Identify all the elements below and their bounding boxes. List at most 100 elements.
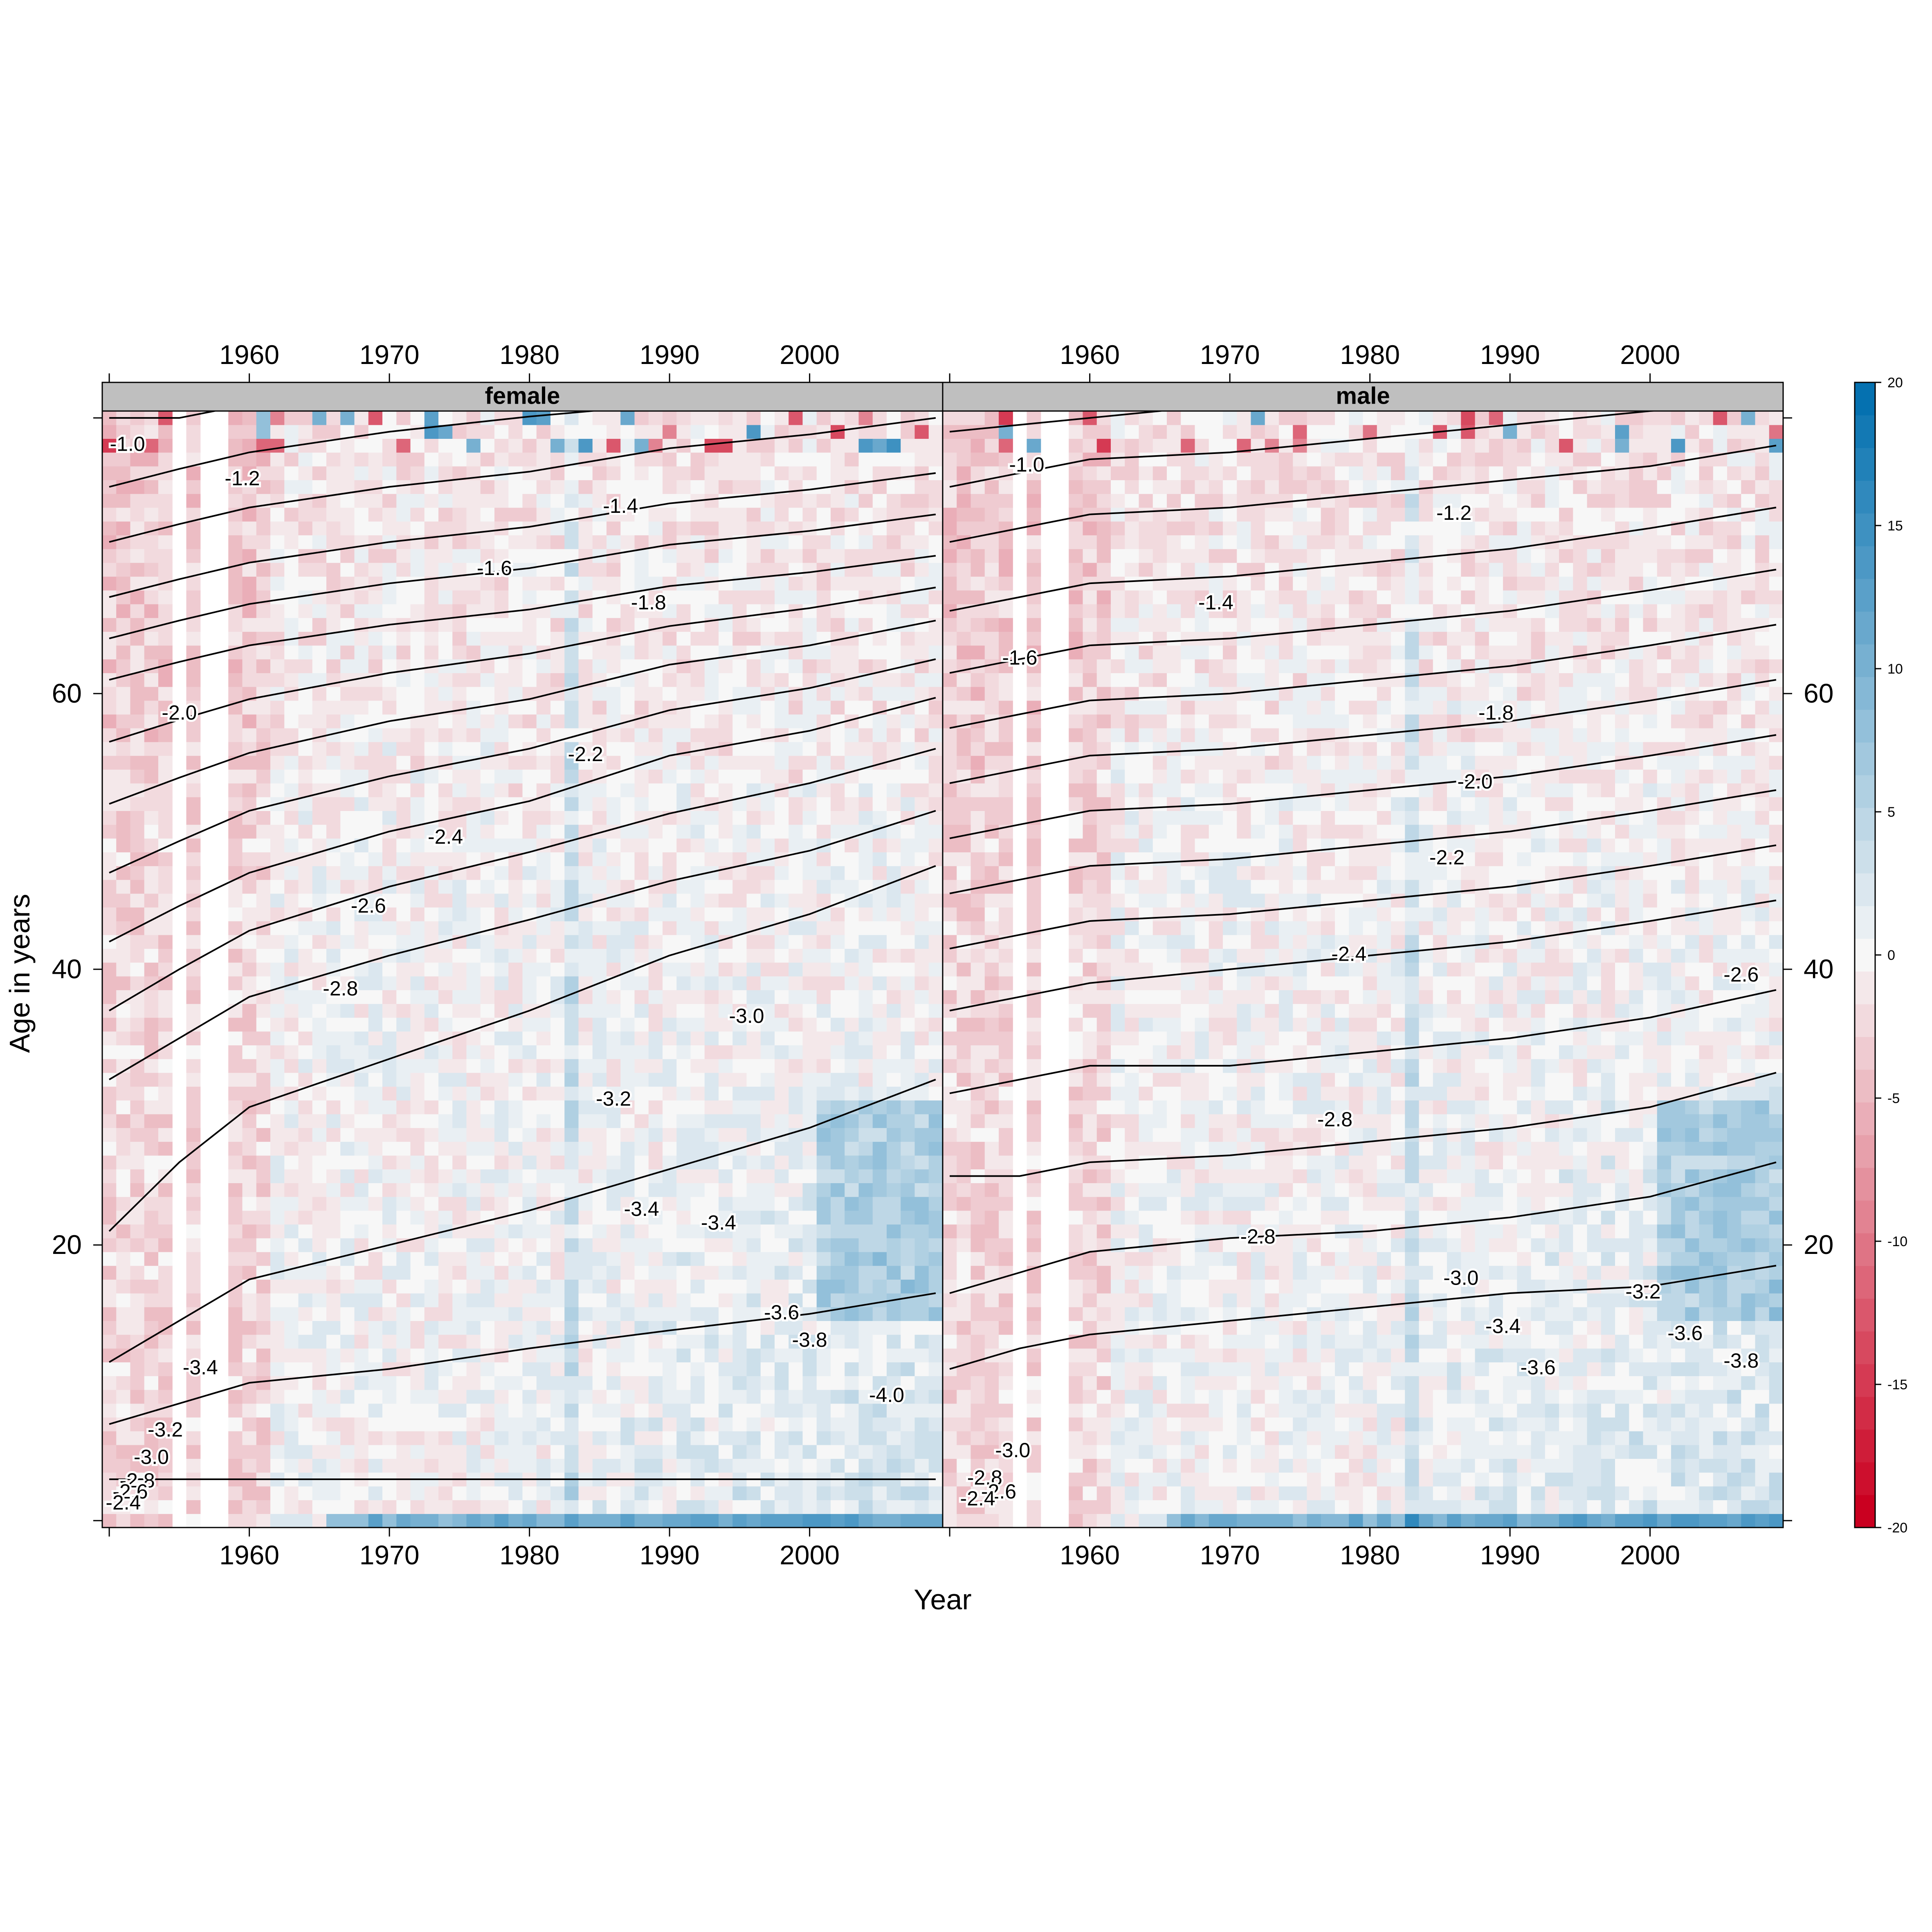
heatmap-cell <box>424 1321 439 1335</box>
heatmap-cell <box>578 1445 593 1459</box>
heatmap-cell <box>130 1293 145 1307</box>
heatmap-cell <box>396 1072 411 1087</box>
heatmap-cell <box>732 411 747 425</box>
heatmap-cell <box>564 1486 579 1501</box>
heatmap-cell <box>704 907 719 921</box>
heatmap-cell <box>578 700 593 715</box>
heatmap-cell <box>438 631 453 646</box>
heatmap-cell <box>228 1362 243 1376</box>
heatmap-cell <box>480 1086 495 1101</box>
heatmap-cell <box>957 576 971 591</box>
heatmap-cell <box>382 452 397 467</box>
heatmap-cell <box>144 507 159 522</box>
heatmap-cell <box>186 549 201 563</box>
heatmap-cell <box>704 507 719 522</box>
heatmap-cell <box>634 866 649 880</box>
heatmap-cell <box>943 714 957 728</box>
heatmap-cell <box>719 990 733 1004</box>
heatmap-cell <box>816 852 831 866</box>
heatmap-cell <box>522 879 537 894</box>
heatmap-cell <box>620 1417 635 1431</box>
heatmap-cell <box>914 631 929 646</box>
heatmap-cell <box>663 645 677 660</box>
heatmap-cell <box>452 659 467 673</box>
heatmap-cell <box>242 631 257 646</box>
heatmap-cell <box>663 1431 677 1445</box>
heatmap-cell <box>690 1431 705 1445</box>
heatmap-cell <box>298 480 313 494</box>
heatmap-cell <box>887 1334 901 1349</box>
heatmap-cell <box>928 714 943 728</box>
heatmap-cell <box>130 494 145 508</box>
heatmap-cell <box>957 411 971 425</box>
heatmap-cell <box>382 728 397 742</box>
heatmap-cell <box>270 1114 285 1128</box>
heatmap-cell <box>396 494 411 508</box>
heatmap-cell <box>466 618 481 632</box>
heatmap-cell <box>690 1128 705 1142</box>
heatmap-cell <box>634 631 649 646</box>
heatmap-cell <box>634 1514 649 1528</box>
heatmap-cell <box>256 879 271 894</box>
heatmap-cell <box>719 741 733 756</box>
heatmap-cell <box>578 425 593 439</box>
heatmap-cell <box>368 1072 383 1087</box>
heatmap-cell <box>592 1417 607 1431</box>
heatmap-cell <box>312 411 327 425</box>
heatmap-cell <box>550 893 565 908</box>
heatmap-cell <box>270 576 285 591</box>
heatmap-cell <box>242 755 257 770</box>
heatmap-cell <box>396 755 411 770</box>
heatmap-cell <box>970 576 985 591</box>
heatmap-cell <box>284 1321 299 1335</box>
heatmap-cell <box>802 535 817 549</box>
heatmap-cell <box>270 604 285 618</box>
heatmap-cell <box>887 1045 901 1059</box>
heatmap-cell <box>564 1431 579 1445</box>
heatmap-cell <box>845 466 859 481</box>
heatmap-cell <box>789 1458 803 1473</box>
heatmap-cell <box>340 1031 355 1045</box>
heatmap-cell <box>887 535 901 549</box>
heatmap-cell <box>578 1169 593 1183</box>
heatmap-cell <box>242 1403 257 1418</box>
heatmap-cell <box>312 535 327 549</box>
heatmap-cell <box>102 714 117 728</box>
heatmap-cell <box>607 755 621 770</box>
heatmap-cell <box>494 590 509 604</box>
heatmap-cell <box>466 590 481 604</box>
heatmap-cell <box>732 728 747 742</box>
heatmap-cell <box>424 1017 439 1032</box>
heatmap-cell <box>242 618 257 632</box>
heatmap-cell <box>592 1238 607 1252</box>
heatmap-cell <box>802 1004 817 1018</box>
heatmap-cell <box>676 1004 691 1018</box>
heatmap-cell <box>592 645 607 660</box>
heatmap-cell <box>970 797 985 811</box>
heatmap-cell <box>312 1417 327 1431</box>
heatmap-cell <box>312 714 327 728</box>
heatmap-cell <box>368 631 383 646</box>
heatmap-cell <box>382 1389 397 1404</box>
heatmap-cell <box>789 1045 803 1059</box>
heatmap-cell <box>634 1293 649 1307</box>
heatmap-cell <box>494 438 509 453</box>
heatmap-cell <box>508 480 523 494</box>
heatmap-cell <box>676 1403 691 1418</box>
heatmap-cell <box>550 1445 565 1459</box>
heatmap-cell <box>550 811 565 825</box>
heatmap-cell <box>914 535 929 549</box>
heatmap-cell <box>340 1114 355 1128</box>
heatmap-cell <box>466 1389 481 1404</box>
heatmap-cell <box>382 1017 397 1032</box>
heatmap-cell <box>270 1224 285 1238</box>
heatmap-cell <box>396 1403 411 1418</box>
heatmap-cell <box>494 1183 509 1197</box>
heatmap-cell <box>663 480 677 494</box>
heatmap-cell <box>746 907 761 921</box>
heatmap-cell <box>508 1155 523 1170</box>
heatmap-cell <box>536 728 551 742</box>
heatmap-cell <box>858 783 873 798</box>
heatmap-cell <box>382 755 397 770</box>
heatmap-cell <box>957 673 971 687</box>
